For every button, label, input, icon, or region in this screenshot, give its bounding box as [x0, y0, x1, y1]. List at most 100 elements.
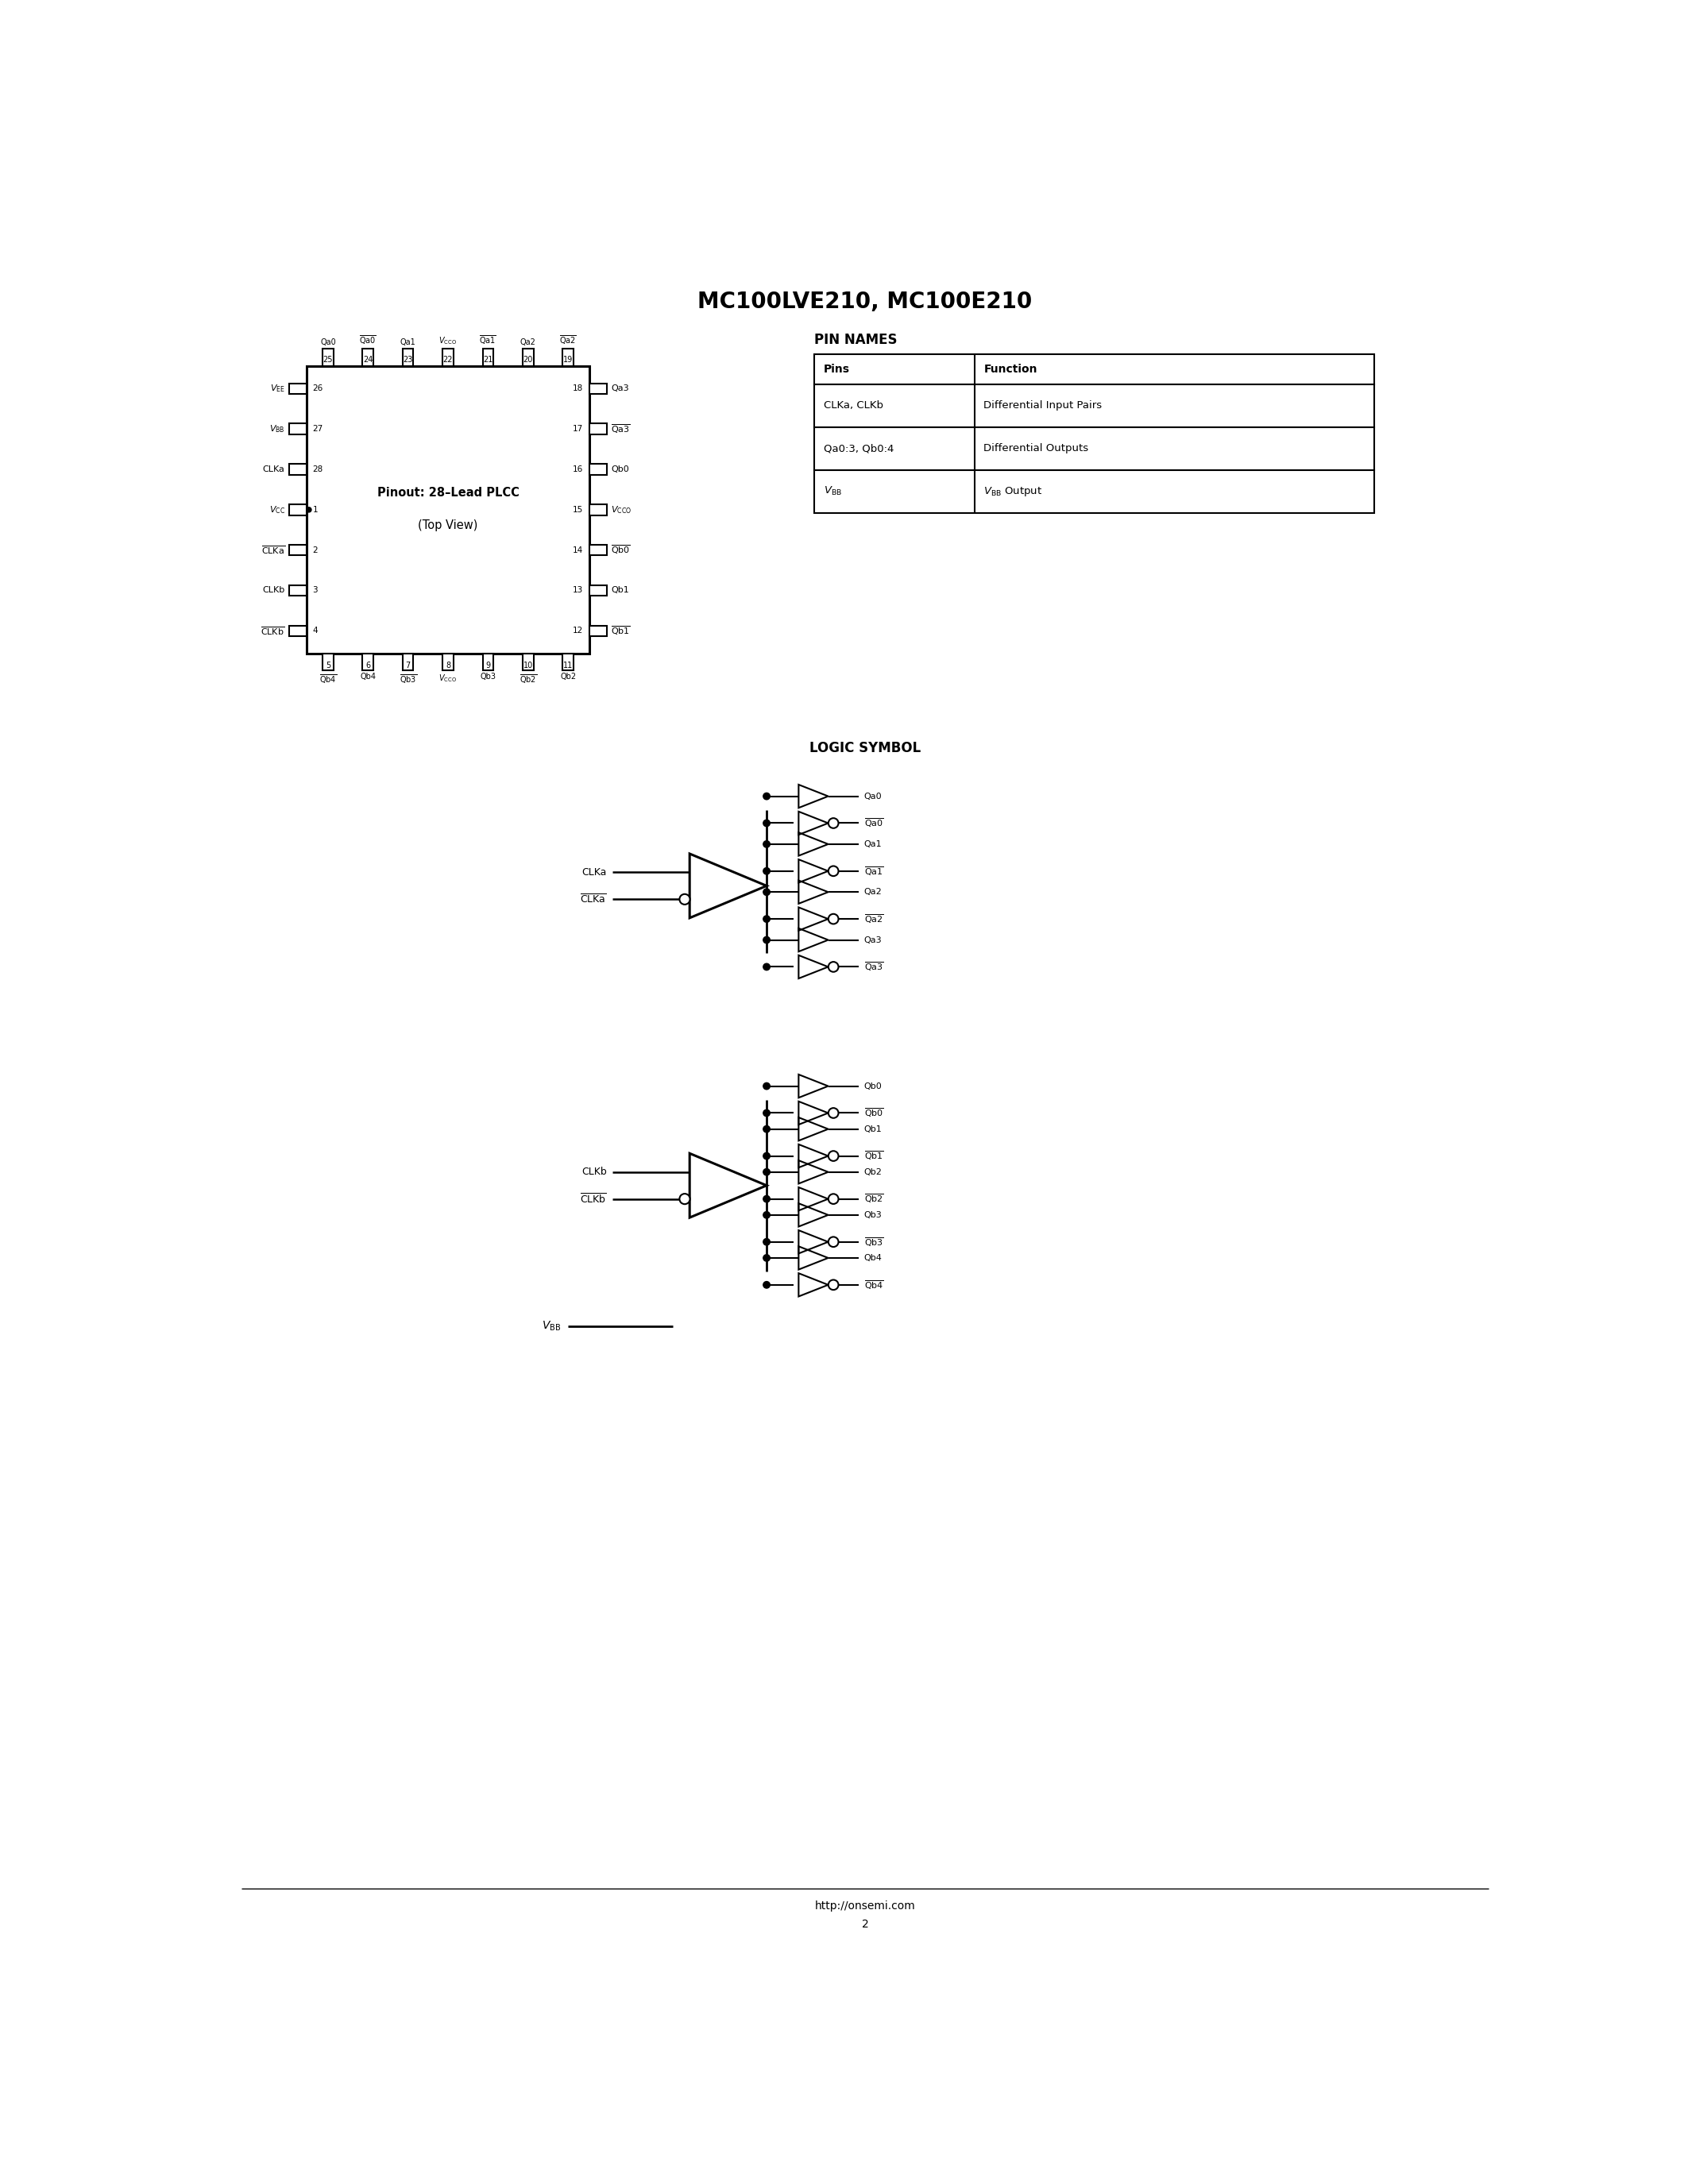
Text: Pinout: 28–Lead PLCC: Pinout: 28–Lead PLCC — [376, 487, 520, 498]
Text: $\overline{\mathrm{Qb1}}$: $\overline{\mathrm{Qb1}}$ — [611, 625, 631, 638]
Bar — [814, 354, 1374, 384]
Text: http://onsemi.com: http://onsemi.com — [815, 1900, 915, 1911]
Text: CLKb: CLKb — [262, 587, 285, 594]
Text: Qa2: Qa2 — [520, 339, 537, 347]
Text: Pins: Pins — [824, 363, 849, 376]
Text: $\overline{\mathrm{Qa2}}$: $\overline{\mathrm{Qa2}}$ — [559, 334, 577, 347]
Circle shape — [829, 1107, 839, 1118]
Bar — [589, 384, 608, 393]
Circle shape — [763, 915, 770, 922]
Bar — [483, 653, 493, 670]
Text: 7: 7 — [405, 662, 410, 668]
Bar — [289, 585, 307, 596]
Text: LOGIC SYMBOL: LOGIC SYMBOL — [810, 740, 922, 756]
Text: $V_{\mathrm{BB}}$: $V_{\mathrm{BB}}$ — [270, 424, 285, 435]
Text: 4: 4 — [312, 627, 317, 636]
Bar — [442, 349, 454, 367]
Bar — [289, 384, 307, 393]
Circle shape — [763, 1238, 770, 1245]
Text: Differential Outputs: Differential Outputs — [984, 443, 1089, 454]
Bar — [814, 384, 1374, 428]
Text: 1: 1 — [312, 507, 317, 513]
Text: Qa0:3, Qb0:4: Qa0:3, Qb0:4 — [824, 443, 893, 454]
Bar — [289, 505, 307, 515]
Bar — [814, 470, 1374, 513]
Text: Qb3: Qb3 — [479, 673, 496, 681]
Circle shape — [829, 1195, 839, 1203]
Circle shape — [680, 1195, 690, 1203]
Circle shape — [763, 937, 770, 943]
Bar — [289, 463, 307, 474]
Bar — [289, 424, 307, 435]
Text: $V_{\mathrm{EE}}$: $V_{\mathrm{EE}}$ — [270, 382, 285, 393]
Bar — [363, 349, 373, 367]
Text: 9: 9 — [486, 662, 491, 668]
Text: Qa0: Qa0 — [321, 339, 336, 347]
Text: $\overline{\mathrm{Qa1}}$: $\overline{\mathrm{Qa1}}$ — [864, 865, 883, 878]
Bar — [814, 428, 1374, 470]
Text: $V_{\mathrm{CCO}}$: $V_{\mathrm{CCO}}$ — [439, 336, 457, 347]
Bar — [483, 349, 493, 367]
Text: 23: 23 — [403, 356, 414, 363]
Text: 12: 12 — [572, 627, 584, 636]
Text: 26: 26 — [312, 384, 322, 393]
Text: 21: 21 — [483, 356, 493, 363]
Text: $V_{\mathrm{BB}}$ Output: $V_{\mathrm{BB}}$ Output — [984, 485, 1043, 498]
Text: CLKb: CLKb — [581, 1166, 606, 1177]
Text: 2: 2 — [861, 1918, 869, 1931]
Circle shape — [763, 1083, 770, 1090]
Text: 6: 6 — [366, 662, 370, 668]
Circle shape — [763, 889, 770, 895]
Circle shape — [829, 1151, 839, 1162]
Text: $V_{\mathrm{BB}}$: $V_{\mathrm{BB}}$ — [824, 485, 842, 498]
Text: $V_{\mathrm{BB}}$: $V_{\mathrm{BB}}$ — [542, 1319, 560, 1332]
Text: 17: 17 — [572, 426, 584, 432]
Text: 19: 19 — [564, 356, 572, 363]
Text: $\overline{\mathrm{Qb3}}$: $\overline{\mathrm{Qb3}}$ — [400, 673, 417, 686]
Text: CLKa: CLKa — [263, 465, 285, 474]
Circle shape — [763, 1168, 770, 1175]
Text: Qa3: Qa3 — [611, 384, 630, 393]
Circle shape — [829, 1280, 839, 1291]
Text: $\overline{\mathrm{Qa3}}$: $\overline{\mathrm{Qa3}}$ — [864, 961, 883, 974]
Bar — [322, 653, 333, 670]
Text: Qb1: Qb1 — [864, 1125, 881, 1133]
Text: (Top View): (Top View) — [419, 520, 478, 531]
Circle shape — [829, 913, 839, 924]
Text: $\overline{\mathrm{Qb4}}$: $\overline{\mathrm{Qb4}}$ — [864, 1278, 883, 1291]
Text: 22: 22 — [442, 356, 452, 363]
Bar — [442, 653, 454, 670]
Text: $\overline{\mathrm{CLKa}}$: $\overline{\mathrm{CLKa}}$ — [262, 544, 285, 557]
Text: $\overline{\mathrm{Qb0}}$: $\overline{\mathrm{Qb0}}$ — [864, 1107, 883, 1118]
Circle shape — [763, 1125, 770, 1133]
Text: $V_{\mathrm{CCO}}$: $V_{\mathrm{CCO}}$ — [611, 505, 631, 515]
Text: $\overline{\mathrm{Qb0}}$: $\overline{\mathrm{Qb0}}$ — [611, 544, 631, 557]
Circle shape — [763, 963, 770, 970]
Text: 2: 2 — [312, 546, 317, 555]
Circle shape — [763, 819, 770, 826]
Text: Qb4: Qb4 — [864, 1254, 883, 1262]
Circle shape — [763, 793, 770, 799]
Text: $\overline{\mathrm{Qa0}}$: $\overline{\mathrm{Qa0}}$ — [864, 817, 883, 830]
Text: 11: 11 — [564, 662, 572, 668]
Text: Qa0: Qa0 — [864, 793, 881, 799]
Text: Qa1: Qa1 — [400, 339, 415, 347]
Text: $\overline{\mathrm{Qb3}}$: $\overline{\mathrm{Qb3}}$ — [864, 1236, 883, 1247]
Text: CLKa, CLKb: CLKa, CLKb — [824, 400, 883, 411]
Text: 24: 24 — [363, 356, 373, 363]
Bar — [562, 349, 574, 367]
Bar — [589, 424, 608, 435]
Circle shape — [763, 1109, 770, 1116]
Text: Qb2: Qb2 — [864, 1168, 883, 1175]
Text: 20: 20 — [523, 356, 533, 363]
Bar — [523, 349, 533, 367]
Text: Qb4: Qb4 — [360, 673, 376, 681]
Text: 25: 25 — [322, 356, 333, 363]
Circle shape — [307, 507, 311, 513]
Text: 28: 28 — [312, 465, 322, 474]
Text: Qb2: Qb2 — [560, 673, 576, 681]
Circle shape — [763, 867, 770, 874]
Bar — [589, 463, 608, 474]
Bar — [589, 544, 608, 555]
Circle shape — [763, 1212, 770, 1219]
